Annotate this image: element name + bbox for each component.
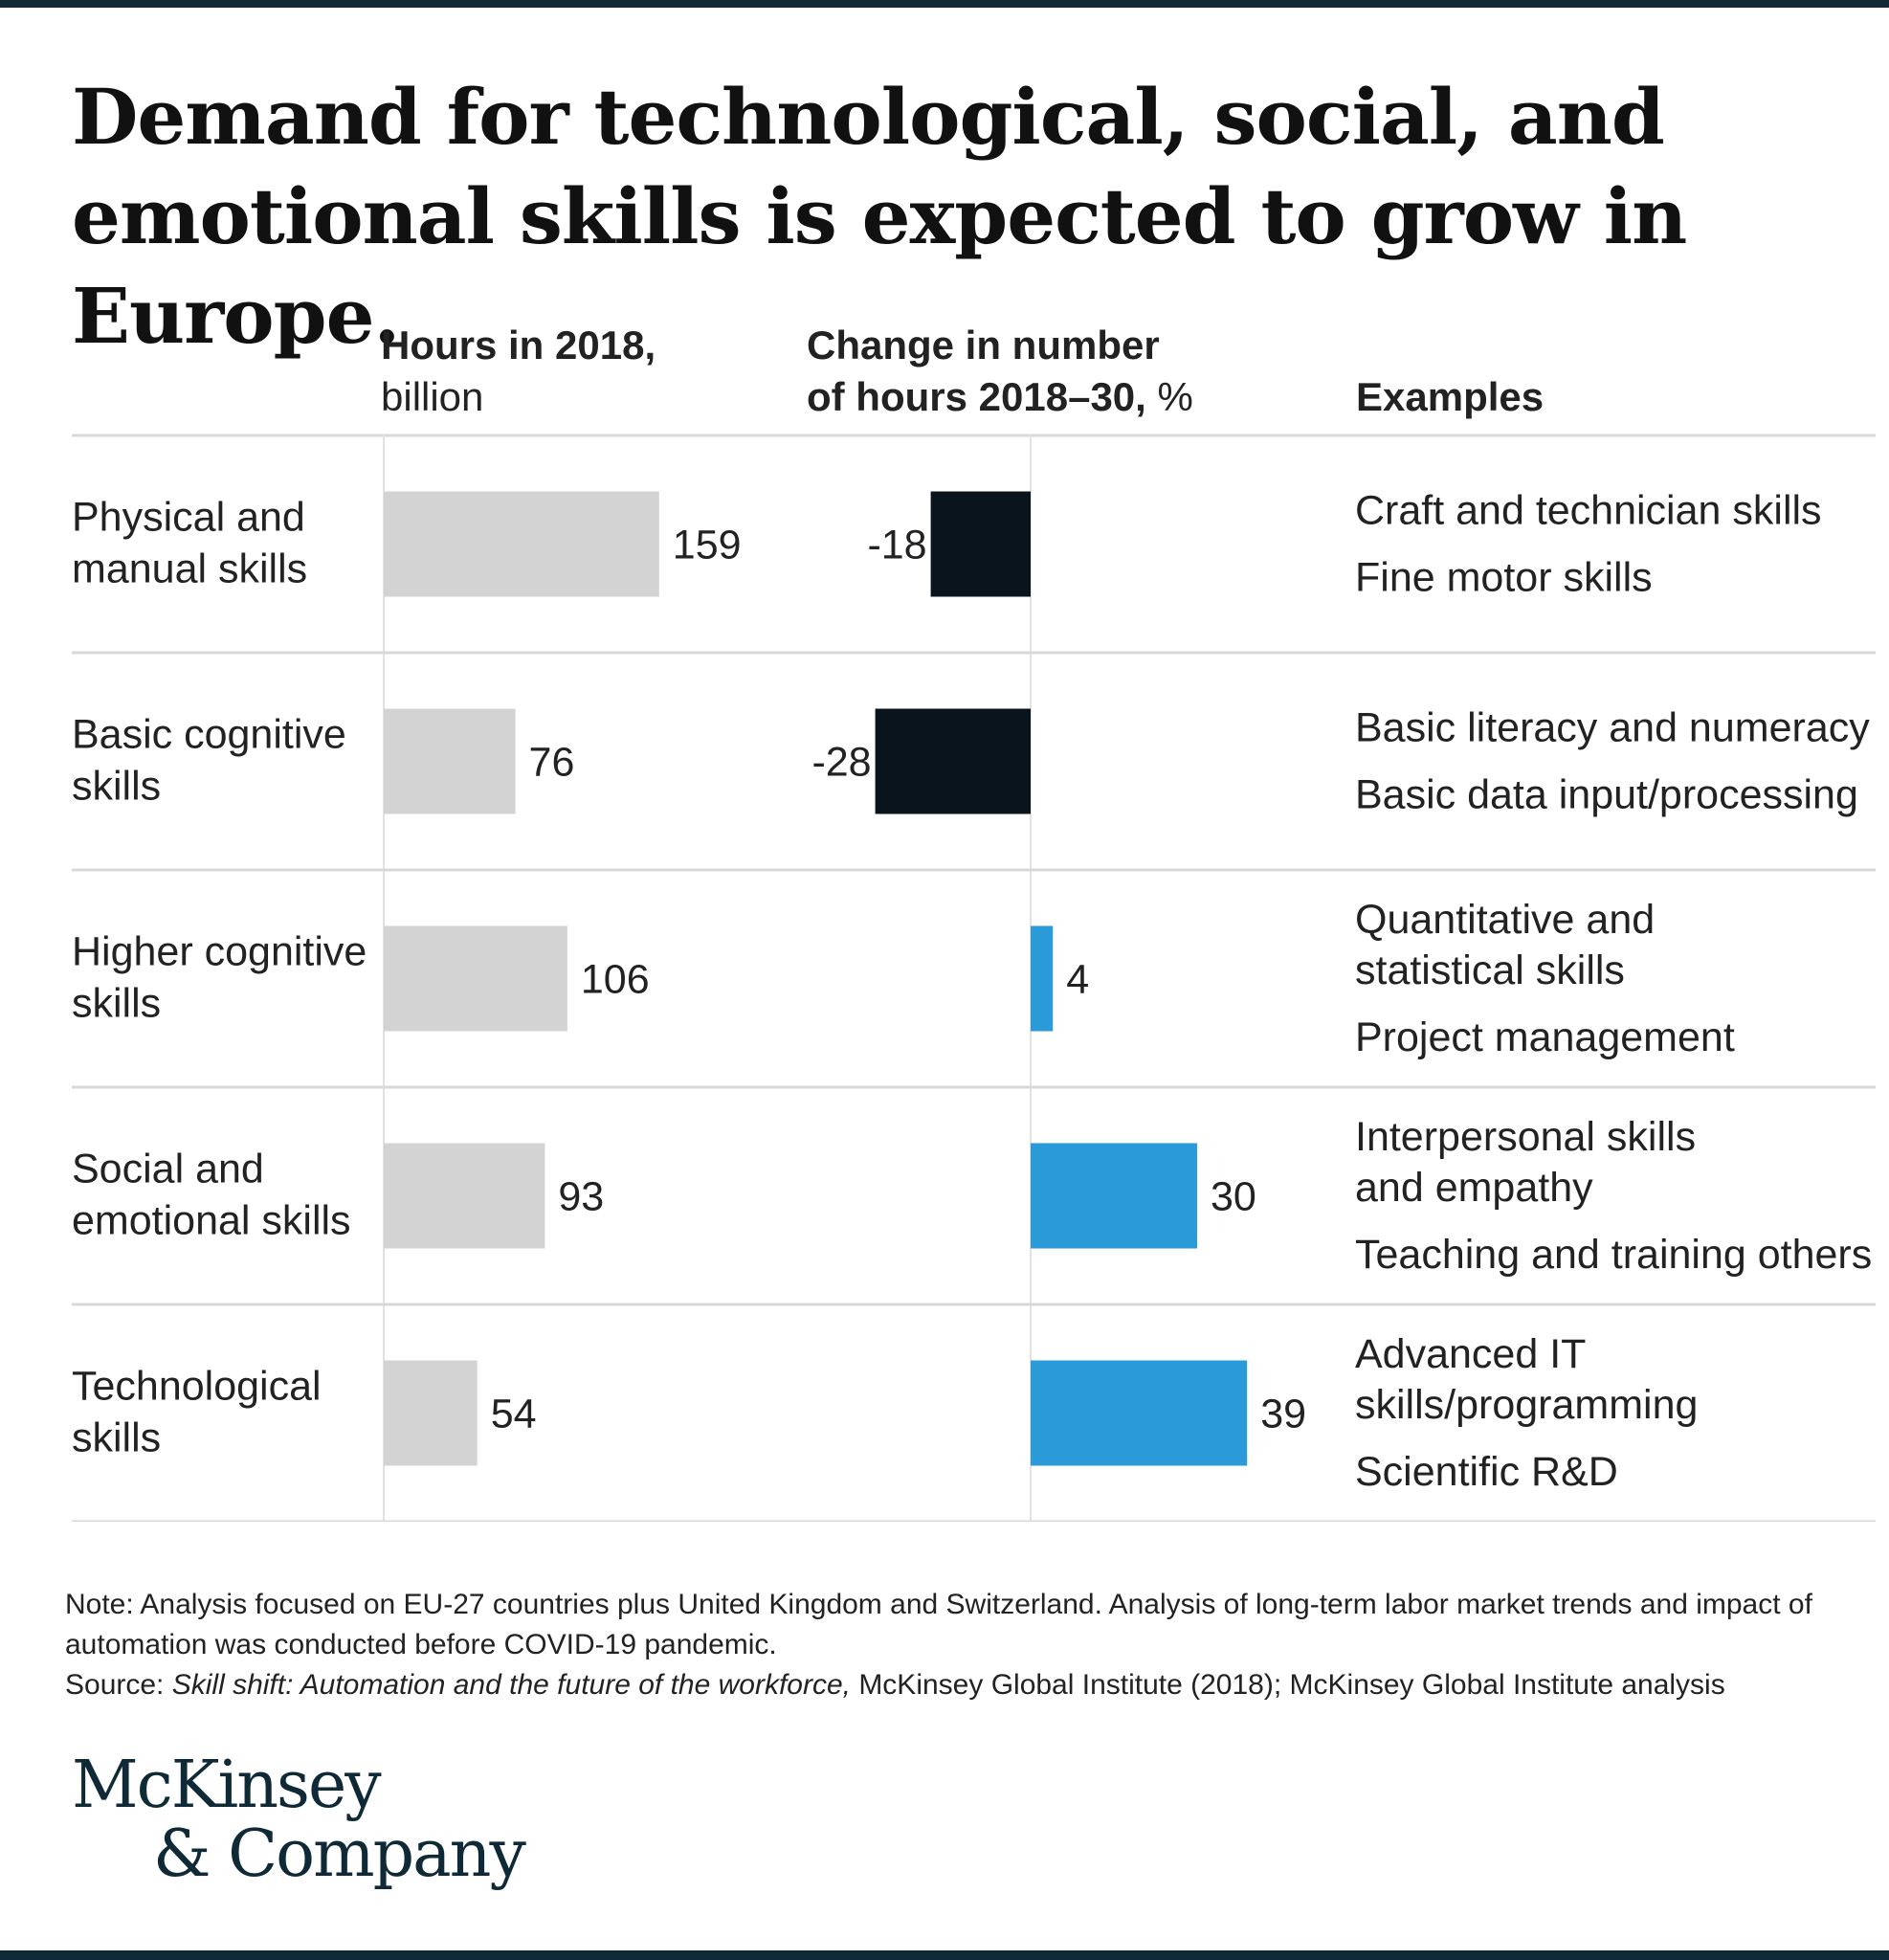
change-value-label: 39 xyxy=(1260,1392,1306,1437)
row-label: skills xyxy=(72,764,161,810)
example-text: Teaching and training others xyxy=(1355,1232,1872,1278)
hours-value-label: 93 xyxy=(558,1174,604,1220)
hours-bar xyxy=(384,491,659,597)
hours-value-label: 54 xyxy=(491,1392,537,1437)
skills-chart: Physical and manual skills 159 -18 Craft and… xyxy=(72,434,1876,1522)
change-header-unit: % xyxy=(1157,374,1193,419)
example-text: statistical skills xyxy=(1355,947,1625,993)
top-frame-bar xyxy=(0,0,1889,8)
example-text: and empathy xyxy=(1355,1165,1593,1211)
example-text: Interpersonal skills xyxy=(1355,1114,1696,1160)
hours-bar xyxy=(384,1360,478,1466)
example-text: Quantitative and xyxy=(1355,897,1655,943)
example-text: Basic literacy and numeracy xyxy=(1355,705,1870,751)
mckinsey-logo: McKinsey & Company xyxy=(72,1748,526,1892)
row-label: Technological xyxy=(72,1364,322,1410)
change-bar xyxy=(1031,1143,1197,1249)
change-value-label: -28 xyxy=(811,740,871,786)
example-text: Scientific R&D xyxy=(1355,1449,1618,1495)
example-text: Fine motor skills xyxy=(1355,555,1653,601)
source-line: Source: Skill shift: Automation and the … xyxy=(65,1665,1874,1705)
change-value-label: 4 xyxy=(1066,957,1089,1003)
hours-value-label: 106 xyxy=(581,957,650,1003)
hours-column-header: Hours in 2018, billion xyxy=(381,320,656,423)
change-value-label: -18 xyxy=(867,523,926,568)
row-label: skills xyxy=(72,981,161,1027)
row-label: Social and xyxy=(72,1147,264,1192)
hours-header-unit: billion xyxy=(381,374,484,419)
hours-bar xyxy=(384,708,516,814)
hours-value-label: 76 xyxy=(529,740,575,786)
source-rest: McKinsey Global Institute (2018); McKins… xyxy=(850,1669,1725,1701)
change-bar xyxy=(1031,1360,1248,1466)
change-bar xyxy=(875,708,1031,814)
row-label: Higher cognitive xyxy=(72,929,367,975)
hours-value-label: 159 xyxy=(673,523,742,568)
change-column-header: Change in number of hours 2018–30, % xyxy=(807,320,1193,423)
footnotes: Note: Analysis focused on EU-27 countrie… xyxy=(65,1585,1874,1705)
logo-line2: & Company xyxy=(153,1816,526,1892)
example-text: Project management xyxy=(1355,1014,1735,1060)
examples-header-label: Examples xyxy=(1356,374,1545,419)
chart-title: Demand for technological, social, and em… xyxy=(72,72,1687,361)
source-prefix: Source: xyxy=(65,1669,172,1701)
change-bar xyxy=(930,491,1031,597)
example-text: Advanced IT xyxy=(1355,1331,1586,1377)
example-text: Basic data input/processing xyxy=(1355,772,1858,818)
example-text: Craft and technician skills xyxy=(1355,488,1822,534)
row-label: Basic cognitive xyxy=(72,712,346,758)
change-bar xyxy=(1031,925,1054,1032)
row-label: Physical and xyxy=(72,495,305,541)
row-label: skills xyxy=(72,1415,161,1461)
change-header-line2: of hours 2018–30, xyxy=(807,374,1146,419)
source-title: Skill shift: Automation and the future o… xyxy=(171,1669,851,1701)
note-text: Note: Analysis focused on EU-27 countrie… xyxy=(65,1589,1812,1660)
change-value-label: 30 xyxy=(1211,1174,1256,1220)
bottom-frame-bar xyxy=(0,1950,1889,1960)
hours-header-label: Hours in 2018, xyxy=(381,323,656,368)
hours-bar xyxy=(384,1143,545,1249)
change-header-line1: Change in number xyxy=(807,323,1160,368)
row-label: manual skills xyxy=(72,546,307,592)
hours-bar xyxy=(384,925,567,1032)
logo-line1: McKinsey xyxy=(72,1748,382,1823)
example-text: skills/programming xyxy=(1355,1382,1698,1428)
examples-column-header: Examples xyxy=(1356,371,1544,423)
row-label: emotional skills xyxy=(72,1198,351,1244)
